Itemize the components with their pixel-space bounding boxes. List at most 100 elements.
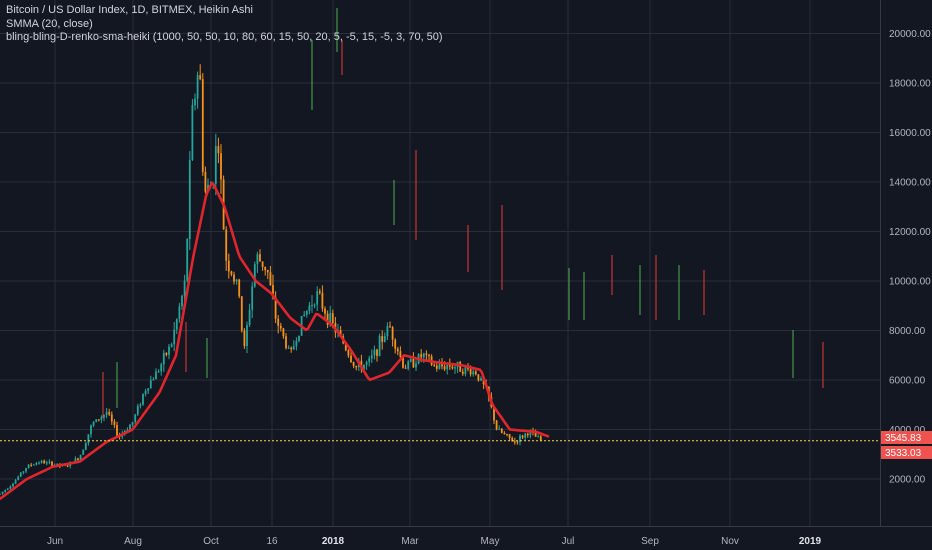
candle-body	[191, 105, 194, 160]
candle-body	[539, 436, 542, 441]
candle-body	[168, 346, 170, 355]
candle-body	[534, 432, 537, 437]
candle-body	[352, 362, 355, 366]
candle-body	[204, 171, 207, 192]
candle-body	[243, 330, 246, 347]
candle-body	[238, 279, 241, 297]
time-tick-label: Jun	[47, 536, 63, 547]
price-tag-1: 3545.83	[881, 431, 932, 444]
price-tick-label: 2000.00	[889, 475, 926, 486]
candle-body	[347, 350, 350, 356]
candle-body	[313, 304, 316, 306]
price-tag-2: 3533.03	[881, 446, 932, 459]
candle-body	[266, 269, 269, 273]
candle-body	[321, 292, 324, 309]
candle-body	[305, 310, 308, 315]
candle-body	[56, 463, 59, 465]
candle-body	[412, 359, 415, 368]
candle-body	[324, 308, 326, 314]
candle-body	[469, 368, 472, 375]
candle-body	[240, 296, 243, 331]
price-tick-label: 4000.00	[889, 425, 926, 436]
candle-body	[495, 420, 498, 430]
indicator-bars	[102, 8, 824, 418]
candle-body	[399, 351, 402, 358]
candle-body	[454, 367, 456, 369]
candle-body	[14, 479, 17, 484]
candle-body	[480, 378, 482, 381]
candle-body	[66, 465, 69, 467]
candle-body	[12, 483, 14, 487]
candle-body	[0, 493, 1, 495]
time-tick-label: May	[481, 536, 500, 547]
candle-body	[373, 349, 376, 356]
candle-body	[402, 357, 404, 368]
candle-body	[79, 454, 82, 460]
candle-body	[116, 424, 118, 436]
candle-body	[508, 434, 511, 438]
candle-body	[134, 414, 137, 423]
grid	[0, 0, 880, 526]
candle-body	[472, 371, 475, 375]
time-tick-label: Sep	[641, 536, 659, 547]
candle-body	[227, 260, 230, 272]
time-tick-label: 2018	[322, 536, 345, 547]
candle-body	[181, 295, 183, 307]
symbol-title[interactable]: Bitcoin / US Dollar Index, 1D, BITMEX, H…	[6, 4, 253, 16]
candle-body	[428, 355, 430, 357]
candle-body	[295, 340, 298, 347]
candle-body	[233, 274, 235, 282]
study-smma-label[interactable]: SMMA (20, close)	[6, 17, 93, 30]
candle-body	[389, 326, 391, 328]
candle-body	[500, 428, 503, 433]
candle-body	[290, 347, 293, 350]
candle-body	[407, 361, 410, 369]
candle-body	[529, 431, 532, 436]
candle-body	[459, 361, 462, 372]
candle-body	[251, 286, 254, 310]
candle-body	[113, 421, 116, 425]
candle-body	[142, 393, 144, 405]
candle-body	[74, 458, 77, 464]
candle-body	[157, 371, 160, 373]
candle-body	[308, 305, 311, 311]
candle-body	[144, 390, 147, 394]
candle-body	[1, 491, 4, 494]
time-axis[interactable]: Jun Aug Oct 16 2018 Mar May Jul Sep Nov 2019	[47, 536, 822, 547]
time-tick-label: Mar	[401, 536, 419, 547]
candle-body	[441, 364, 443, 367]
candle-body	[277, 318, 280, 326]
candle-body	[175, 319, 178, 330]
candle-body	[108, 412, 111, 415]
candle-body	[22, 471, 25, 473]
chart-legend: Bitcoin / US Dollar Index, 1D, BITMEX, H…	[6, 4, 443, 45]
candle-body	[446, 365, 449, 370]
candle-body	[199, 75, 202, 80]
candle-body	[139, 404, 142, 406]
candle-body	[292, 346, 295, 350]
candle-body	[370, 355, 373, 359]
candle-body	[461, 371, 464, 374]
candle-body	[152, 379, 155, 381]
price-tick-label: 20000.00	[889, 29, 931, 40]
candle-body	[378, 336, 381, 356]
candle-body	[376, 349, 378, 356]
candle-body	[9, 486, 12, 489]
candle-body	[84, 443, 87, 450]
candle-body	[48, 461, 51, 463]
price-axis[interactable]: 20000.00 18000.00 16000.00 14000.00 12000.00…	[889, 29, 931, 486]
candle-body	[279, 325, 282, 329]
candle-body	[194, 98, 196, 106]
candle-body	[425, 353, 428, 356]
candle-body	[355, 365, 358, 368]
candle-body	[90, 425, 92, 435]
candle-body	[256, 254, 259, 265]
study-bling-label[interactable]: bling-bling-D-renko-sma-heiki (1000, 50,…	[6, 31, 443, 44]
candle-body	[339, 330, 342, 337]
smma-line	[0, 181, 550, 501]
candle-body	[526, 433, 529, 436]
candle-body	[136, 405, 139, 415]
candle-body	[420, 354, 423, 358]
